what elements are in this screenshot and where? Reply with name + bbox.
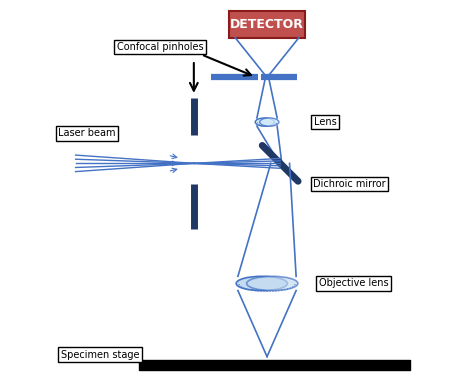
Ellipse shape	[260, 118, 279, 126]
Text: DETECTOR: DETECTOR	[230, 18, 304, 31]
Text: Dichroic mirror: Dichroic mirror	[313, 179, 386, 189]
Ellipse shape	[255, 118, 274, 126]
Text: Specimen stage: Specimen stage	[61, 350, 139, 360]
FancyBboxPatch shape	[229, 11, 305, 38]
Text: Laser beam: Laser beam	[58, 128, 116, 138]
Text: Objective lens: Objective lens	[319, 278, 388, 288]
Ellipse shape	[246, 276, 298, 291]
Text: Confocal pinholes: Confocal pinholes	[117, 42, 203, 52]
Text: Lens: Lens	[314, 117, 337, 127]
Ellipse shape	[236, 276, 287, 291]
